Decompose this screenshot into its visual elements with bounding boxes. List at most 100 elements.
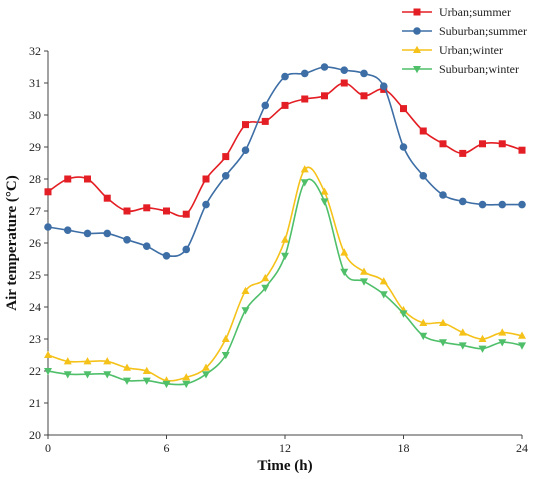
y-tick-label: 28 — [29, 172, 41, 186]
x-axis-title: Time (h) — [257, 458, 312, 474]
data-point — [182, 373, 191, 381]
data-point — [379, 291, 388, 299]
data-point — [63, 357, 72, 365]
data-point — [439, 140, 447, 148]
data-point — [458, 197, 467, 206]
series-layer — [44, 63, 526, 389]
y-tick-label: 22 — [29, 364, 41, 378]
y-tick-label: 26 — [29, 236, 41, 250]
data-point — [321, 92, 328, 100]
data-point — [518, 146, 526, 154]
y-tick-label: 21 — [29, 396, 41, 410]
data-point — [340, 248, 349, 256]
data-point — [202, 371, 210, 379]
data-point — [63, 371, 72, 379]
data-point — [498, 328, 507, 336]
data-point — [261, 284, 270, 293]
data-point — [300, 165, 309, 173]
data-point — [103, 371, 112, 379]
y-axis-title: Air temperature (°C) — [4, 175, 20, 310]
data-point — [281, 252, 289, 261]
data-point — [103, 229, 112, 238]
data-point — [320, 198, 329, 206]
legend-label: Urban;summer — [439, 5, 511, 19]
data-point — [498, 140, 506, 148]
data-point — [221, 172, 230, 180]
data-point — [320, 187, 329, 195]
data-point — [202, 363, 210, 371]
data-point — [360, 267, 368, 275]
series-line — [47, 178, 523, 386]
data-point — [518, 200, 526, 209]
data-point — [123, 236, 131, 244]
data-point — [64, 175, 72, 183]
data-point — [459, 149, 467, 157]
x-tick-label: 12 — [279, 441, 291, 455]
y-tick-label: 27 — [29, 204, 41, 218]
y-tick-label: 29 — [29, 140, 41, 154]
legend-label: Suburban;winter — [439, 62, 519, 76]
data-point — [44, 368, 52, 376]
data-point — [439, 339, 447, 347]
data-point — [360, 69, 368, 78]
data-point — [241, 146, 250, 154]
legend-item: Suburban;winter — [402, 62, 519, 76]
data-point — [162, 380, 171, 389]
data-point — [419, 172, 428, 180]
data-point — [83, 371, 92, 379]
data-point — [221, 352, 230, 360]
legend-item: Urban;summer — [402, 5, 511, 19]
data-point — [518, 331, 526, 339]
x-tick-label: 18 — [398, 441, 410, 455]
legend-label: Suburban;summer — [439, 24, 527, 38]
data-point — [399, 143, 408, 151]
data-point — [498, 200, 507, 209]
series-suburban-winter — [44, 178, 526, 389]
y-tick-label: 31 — [29, 76, 41, 90]
data-point — [63, 226, 72, 234]
y-tick-label: 24 — [29, 300, 41, 314]
x-tick-label: 6 — [164, 441, 170, 455]
data-point — [123, 207, 131, 215]
legend-swatch-marker — [413, 45, 421, 53]
data-point — [142, 242, 151, 250]
data-point — [419, 127, 427, 135]
data-point — [458, 328, 467, 336]
data-point — [162, 252, 171, 260]
data-point — [301, 95, 309, 103]
data-point — [281, 235, 289, 243]
data-point — [360, 92, 368, 100]
x-tick-label: 24 — [516, 441, 528, 455]
data-point — [44, 188, 52, 196]
data-point — [103, 194, 111, 202]
legend-item: Suburban;summer — [402, 24, 527, 38]
data-point — [340, 66, 349, 74]
data-point — [44, 223, 52, 231]
data-point — [439, 191, 447, 199]
legend-swatch-marker — [413, 8, 421, 16]
data-point — [221, 334, 230, 342]
data-point — [478, 200, 487, 209]
data-point — [261, 117, 269, 125]
y-tick-label: 32 — [29, 44, 41, 58]
data-point — [83, 357, 92, 365]
data-point — [123, 363, 131, 371]
data-point — [83, 229, 92, 238]
legend: Urban;summer Suburban;summer Urban;winter S… — [402, 5, 527, 76]
y-tick-label: 30 — [29, 108, 41, 122]
y-tick-label: 25 — [29, 268, 41, 282]
data-point — [340, 79, 348, 87]
data-point — [241, 307, 250, 315]
data-point — [300, 69, 309, 78]
y-tick-label: 23 — [29, 332, 41, 346]
data-point — [399, 310, 408, 318]
data-point — [84, 175, 91, 183]
data-point — [478, 334, 487, 342]
data-point — [518, 342, 526, 350]
data-point — [44, 350, 52, 358]
data-point — [340, 268, 349, 277]
data-point — [300, 179, 309, 187]
data-point — [479, 140, 486, 148]
data-point — [400, 105, 407, 113]
data-point — [242, 121, 249, 129]
